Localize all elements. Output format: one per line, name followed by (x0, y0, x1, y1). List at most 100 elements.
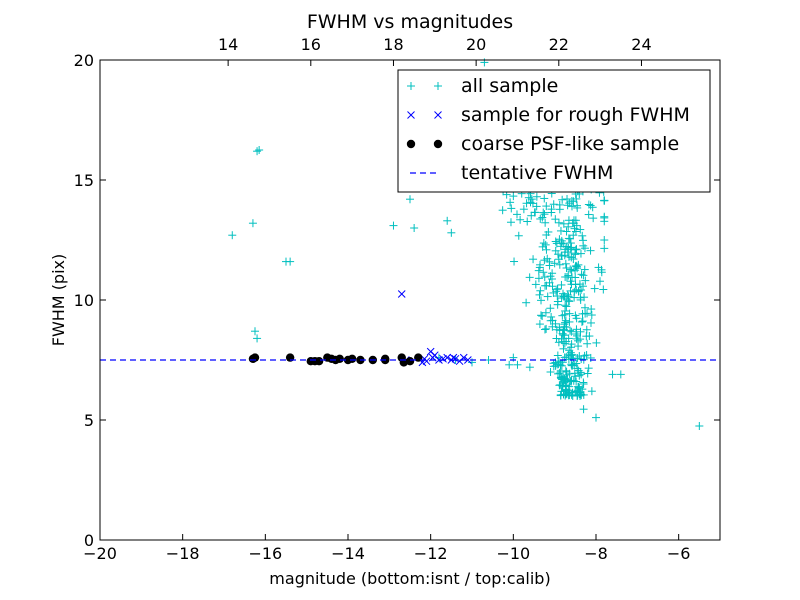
all-sample-point (547, 208, 556, 217)
all-sample-point (542, 324, 551, 333)
all-sample-point (566, 286, 575, 295)
all-sample-point (592, 338, 601, 347)
all-sample-point (253, 334, 262, 343)
rough-fwhm-point (451, 354, 460, 363)
legend-item-all-sample: all sample (407, 75, 558, 97)
all-sample-point (567, 340, 576, 349)
legend-cross-icon-b (434, 111, 442, 119)
all-sample-point (572, 261, 581, 270)
all-sample-point (410, 224, 419, 232)
all-sample-point (589, 214, 598, 223)
all-sample-point (526, 198, 535, 207)
all-sample-point (584, 210, 593, 219)
all-sample-point (507, 204, 516, 213)
all-sample-point (516, 215, 525, 224)
all-sample-point (549, 200, 558, 209)
all-sample-point (551, 237, 560, 246)
all-sample-point (572, 330, 581, 339)
all-sample-point (559, 337, 568, 346)
all-sample-point (561, 316, 570, 325)
rough-fwhm-point-b (397, 290, 406, 298)
all-sample-point (579, 271, 588, 280)
all-sample-point (582, 325, 591, 334)
all-sample-point (447, 228, 456, 237)
all-sample-point (251, 327, 259, 336)
all-sample-point (546, 316, 555, 325)
all-sample-point (510, 257, 519, 266)
all-sample-point (255, 146, 264, 154)
all-sample-point (513, 360, 522, 369)
all-sample-point (569, 197, 578, 206)
all-sample-point (576, 225, 585, 234)
all-sample-point (569, 255, 578, 264)
all-sample-point (559, 379, 568, 388)
all-sample-point (590, 284, 599, 293)
all-sample-point (534, 266, 543, 275)
rough-fwhm-point-b (464, 356, 472, 364)
all-sample-point (579, 236, 588, 245)
all-sample-point (513, 210, 522, 219)
y-tick-label: 10 (74, 291, 94, 310)
all-sample-point (564, 222, 573, 231)
all-sample-point (572, 334, 581, 343)
all-sample-point (562, 302, 571, 311)
all-sample-point (576, 249, 585, 258)
all-sample-point (561, 366, 570, 375)
top-tick-label: 14 (218, 35, 238, 54)
all-sample-point (536, 286, 545, 295)
psf-like-point (347, 354, 357, 363)
all-sample-point (534, 274, 543, 283)
all-sample-point (582, 351, 591, 360)
all-sample-point (559, 390, 568, 399)
legend-cross-icon-b (407, 111, 415, 119)
all-sample-point (519, 205, 528, 214)
all-sample-point (562, 227, 571, 236)
all-sample-point (541, 281, 550, 290)
all-sample-point (600, 217, 609, 226)
all-sample-point (568, 219, 577, 228)
all-sample-point (565, 388, 574, 397)
rough-fwhm-point (397, 290, 406, 298)
all-sample-point (549, 359, 558, 368)
all-sample-point (577, 317, 586, 326)
all-sample-point (557, 361, 566, 370)
all-sample-point (539, 208, 548, 217)
top-tick-label: 24 (631, 35, 651, 54)
legend-label-tentative-fwhm: tentative FWHM (461, 162, 613, 184)
all-sample-point (522, 298, 531, 307)
all-sample-point (553, 297, 562, 306)
all-sample-point (527, 211, 536, 220)
all-sample-point (571, 311, 580, 320)
all-sample-point (554, 338, 563, 347)
all-sample-point (514, 231, 523, 240)
all-sample-point (566, 326, 575, 335)
all-sample-point (525, 273, 534, 282)
y-tick-label: 20 (74, 51, 94, 70)
all-sample-point (564, 355, 573, 364)
all-sample-point (535, 320, 544, 329)
rough-fwhm-point-b (426, 347, 435, 356)
all-sample-point (555, 369, 564, 378)
all-sample-point (587, 305, 596, 314)
all-sample-point (572, 221, 581, 230)
all-sample-point (695, 422, 704, 430)
all-sample-point (540, 210, 549, 219)
all-sample-point (596, 277, 605, 286)
all-sample-point (565, 234, 574, 243)
legend-dot-icon (433, 139, 443, 149)
all-sample-point (559, 344, 568, 353)
psf-like-point (335, 354, 344, 363)
all-sample-point (592, 413, 600, 422)
all-sample-point (248, 219, 257, 228)
rough-fwhm-point (439, 354, 447, 363)
all-sample-point (562, 264, 571, 273)
legend-dot-icon (406, 139, 416, 149)
all-sample-point (539, 239, 548, 248)
all-sample-point (557, 252, 566, 261)
data-layer (228, 58, 704, 430)
legend: all sample sample for rough FWHM coarse … (397, 69, 711, 193)
all-sample-point (587, 311, 596, 320)
all-sample-point (560, 339, 569, 348)
all-sample-point (509, 192, 518, 201)
all-sample-point (565, 317, 574, 326)
